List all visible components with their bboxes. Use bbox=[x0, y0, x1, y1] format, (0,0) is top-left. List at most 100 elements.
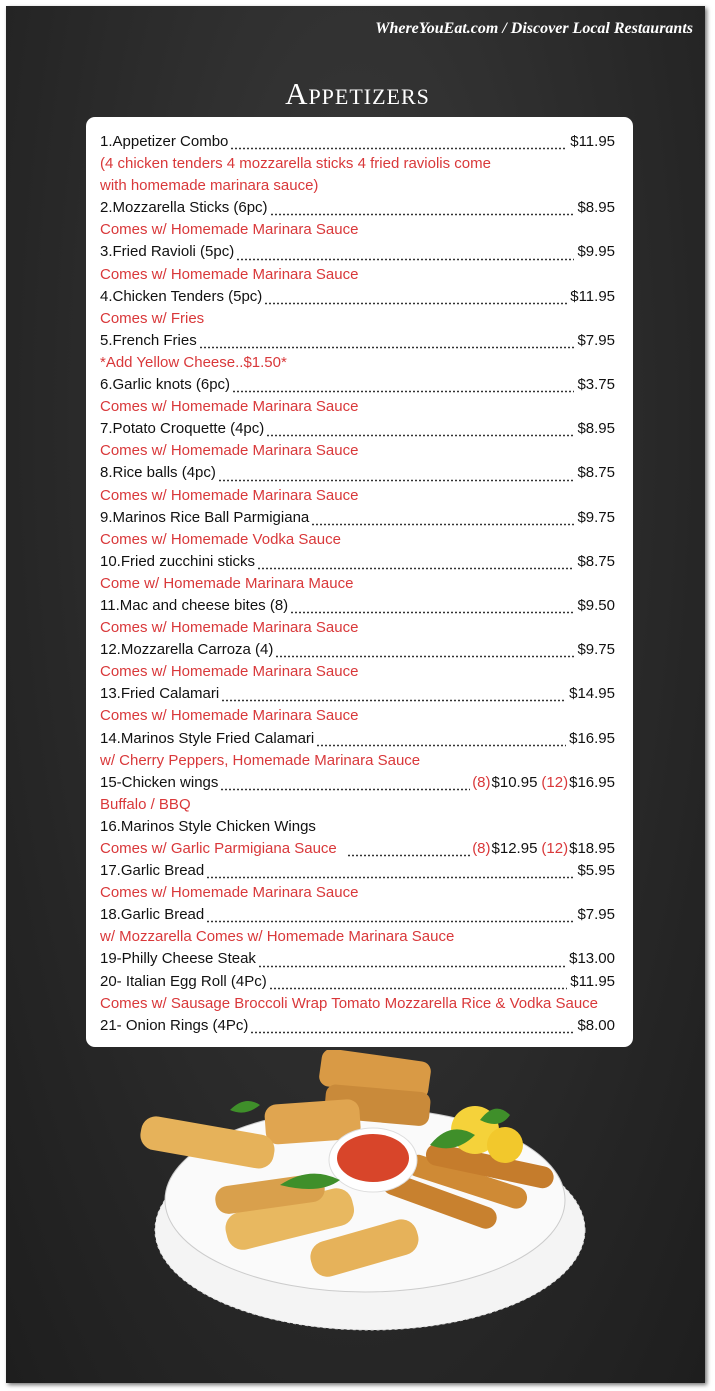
item-row: 9.Marinos Rice Ball Parmigiana $9.75 bbox=[100, 509, 615, 531]
item-note: (4 chicken tenders 4 mozzarella sticks 4… bbox=[100, 155, 491, 173]
item-note: Comes w/ Homemade Marinara Sauce bbox=[100, 442, 359, 460]
item-note-row: Comes w/ Fries bbox=[100, 310, 615, 332]
leader bbox=[206, 876, 575, 880]
item-note-row: Comes w/ Homemade Marinara Sauce bbox=[100, 884, 615, 906]
item-name: 13.Fried Calamari bbox=[100, 685, 220, 703]
item-note: Comes w/ Homemade Marinara Sauce bbox=[100, 265, 359, 283]
item-note: *Add Yellow Cheese..$1.50* bbox=[100, 353, 287, 371]
item-note: Comes w/ Homemade Marinara Sauce bbox=[100, 663, 359, 681]
item-note-row: Comes w/ Homemade Marinara Sauce bbox=[100, 221, 615, 243]
item-row: 18.Garlic Bread $7.95 bbox=[100, 906, 615, 928]
item-row: 17.Garlic Bread $5.95 bbox=[100, 862, 615, 884]
menu-card: 1.Appetizer Combo $11.95 (4 chicken tender… bbox=[86, 117, 633, 1047]
item-note-row: with homemade marinara sauce) bbox=[100, 177, 615, 199]
price: $8.95 bbox=[577, 420, 615, 438]
size-label: (8) bbox=[472, 840, 491, 857]
item-name: 1.Appetizer Combo bbox=[100, 133, 229, 150]
leader bbox=[275, 655, 575, 659]
item-row: 19-Philly Cheese Steak $13.00 bbox=[100, 950, 615, 972]
item-note-row: Comes w/ Garlic Parmigiana Sauce (8) $12.9… bbox=[100, 840, 615, 862]
item-note: Comes w/ Fries bbox=[100, 309, 205, 327]
mozzarella-stick bbox=[407, 1154, 528, 1209]
leader bbox=[230, 147, 568, 151]
price: $8.95 bbox=[577, 199, 615, 217]
item-note-row: Come w/ Homemade Marinara Mauce bbox=[100, 575, 615, 597]
leader bbox=[232, 390, 575, 394]
price: $16.95 bbox=[569, 729, 615, 747]
price: $9.50 bbox=[577, 596, 615, 614]
leader bbox=[290, 611, 575, 615]
price: $8.75 bbox=[577, 552, 615, 570]
item-note: Comes w/ Homemade Marinara Sauce bbox=[100, 486, 359, 504]
item-name: 12.Mozzarella Carroza (4) bbox=[100, 641, 274, 659]
item-row: 14.Marinos Style Fried Calamari $16.95 bbox=[100, 730, 615, 752]
item-note-row: (4 chicken tenders 4 mozzarella sticks 4… bbox=[100, 155, 615, 177]
item-note-row: Comes w/ Homemade Marinara Sauce bbox=[100, 663, 615, 685]
price: $3.75 bbox=[577, 376, 615, 394]
item-row: 13.Fried Calamari $14.95 bbox=[100, 685, 615, 707]
price: $11.95 bbox=[570, 287, 615, 305]
leader bbox=[311, 522, 575, 526]
size-label: (12) bbox=[541, 840, 569, 857]
leader bbox=[250, 1030, 575, 1034]
food-photo bbox=[140, 1050, 586, 1331]
item-note-row: Comes w/ Homemade Marinara Sauce bbox=[100, 487, 615, 509]
site-banner: WhereYouEat.com / Discover Local Restaur… bbox=[375, 20, 693, 37]
ravioli bbox=[264, 1099, 361, 1145]
leader bbox=[269, 213, 575, 217]
price: $12.95 bbox=[491, 840, 538, 857]
item-row: 1.Appetizer Combo $11.95 bbox=[100, 133, 615, 155]
section-title: Appetizers bbox=[285, 76, 430, 111]
item-row: 3.Fried Ravioli (5pc) $9.95 bbox=[100, 243, 615, 265]
mozzarella-stick bbox=[425, 1143, 554, 1189]
item-name: 9.Marinos Rice Ball Parmigiana bbox=[100, 508, 310, 526]
item-row: 16.Marinos Style Chicken Wings bbox=[100, 818, 615, 840]
price: $5.95 bbox=[577, 862, 615, 880]
item-name: 20- Italian Egg Roll (4Pc) bbox=[100, 972, 267, 990]
item-note: Comes w/ Homemade Vodka Sauce bbox=[100, 530, 341, 548]
price: $11.95 bbox=[570, 972, 615, 990]
price: $9.75 bbox=[577, 508, 615, 526]
item-row: 4.Chicken Tenders (5pc) $11.95 bbox=[100, 288, 615, 310]
item-name: 2.Mozzarella Sticks (6pc) bbox=[100, 199, 268, 217]
price: $11.95 bbox=[570, 133, 615, 150]
item-name: 11.Mac and cheese bites (8) bbox=[100, 596, 289, 614]
price: $7.95 bbox=[577, 906, 615, 924]
item-row: 5.French Fries $7.95 bbox=[100, 332, 615, 354]
item-name: 3.Fried Ravioli (5pc) bbox=[100, 243, 235, 261]
item-row: 11.Mac and cheese bites (8) $9.50 bbox=[100, 597, 615, 619]
item-name: 15-Chicken wings bbox=[100, 773, 219, 791]
size-label: (8) bbox=[472, 773, 491, 791]
mozzarella-stick bbox=[382, 1173, 497, 1229]
item-name: 8.Rice balls (4pc) bbox=[100, 464, 216, 482]
item-note: Comes w/ Homemade Marinara Sauce bbox=[100, 707, 359, 725]
item-note: Comes w/ Homemade Marinara Sauce bbox=[100, 398, 359, 416]
item-name: 4.Chicken Tenders (5pc) bbox=[100, 287, 263, 305]
item-name: 7.Potato Croquette (4pc) bbox=[100, 420, 265, 438]
leader bbox=[257, 566, 575, 570]
item-row: 20- Italian Egg Roll (4Pc) $11.95 bbox=[100, 973, 615, 995]
item-row: 21- Onion Rings (4Pc) $8.00 bbox=[100, 1017, 615, 1039]
parsley bbox=[230, 1101, 510, 1189]
item-note: w/ Cherry Peppers, Homemade Marinara Sau… bbox=[100, 751, 421, 769]
item-note-row: Buffalo / BBQ bbox=[100, 796, 615, 818]
price: $7.95 bbox=[577, 331, 615, 349]
chicken-tender bbox=[225, 1188, 355, 1250]
item-note-row: Comes w/ Homemade Marinara Sauce bbox=[100, 619, 615, 641]
item-note: Buffalo / BBQ bbox=[100, 795, 191, 813]
item-row: 6.Garlic knots (6pc) $3.75 bbox=[100, 376, 615, 398]
leader bbox=[198, 345, 575, 349]
item-note-row: *Add Yellow Cheese..$1.50* bbox=[100, 354, 615, 376]
item-note-row: Comes w/ Homemade Vodka Sauce bbox=[100, 531, 615, 553]
item-name: 14.Marinos Style Fried Calamari bbox=[100, 729, 315, 747]
item-row: 7.Potato Croquette (4pc) $8.95 bbox=[100, 420, 615, 442]
item-note: with homemade marinara sauce) bbox=[100, 177, 319, 195]
item-note-row: w/ Mozzarella Comes w/ Homemade Marinara… bbox=[100, 928, 615, 950]
item-name: 18.Garlic Bread bbox=[100, 906, 205, 924]
item-note: Comes w/ Garlic Parmigiana Sauce bbox=[100, 840, 337, 857]
price: $16.95 bbox=[569, 773, 615, 791]
item-note-row: Comes w/ Sausage Broccoli Wrap Tomato Mo… bbox=[100, 995, 615, 1017]
leader bbox=[217, 478, 575, 482]
price: $9.95 bbox=[577, 243, 615, 261]
